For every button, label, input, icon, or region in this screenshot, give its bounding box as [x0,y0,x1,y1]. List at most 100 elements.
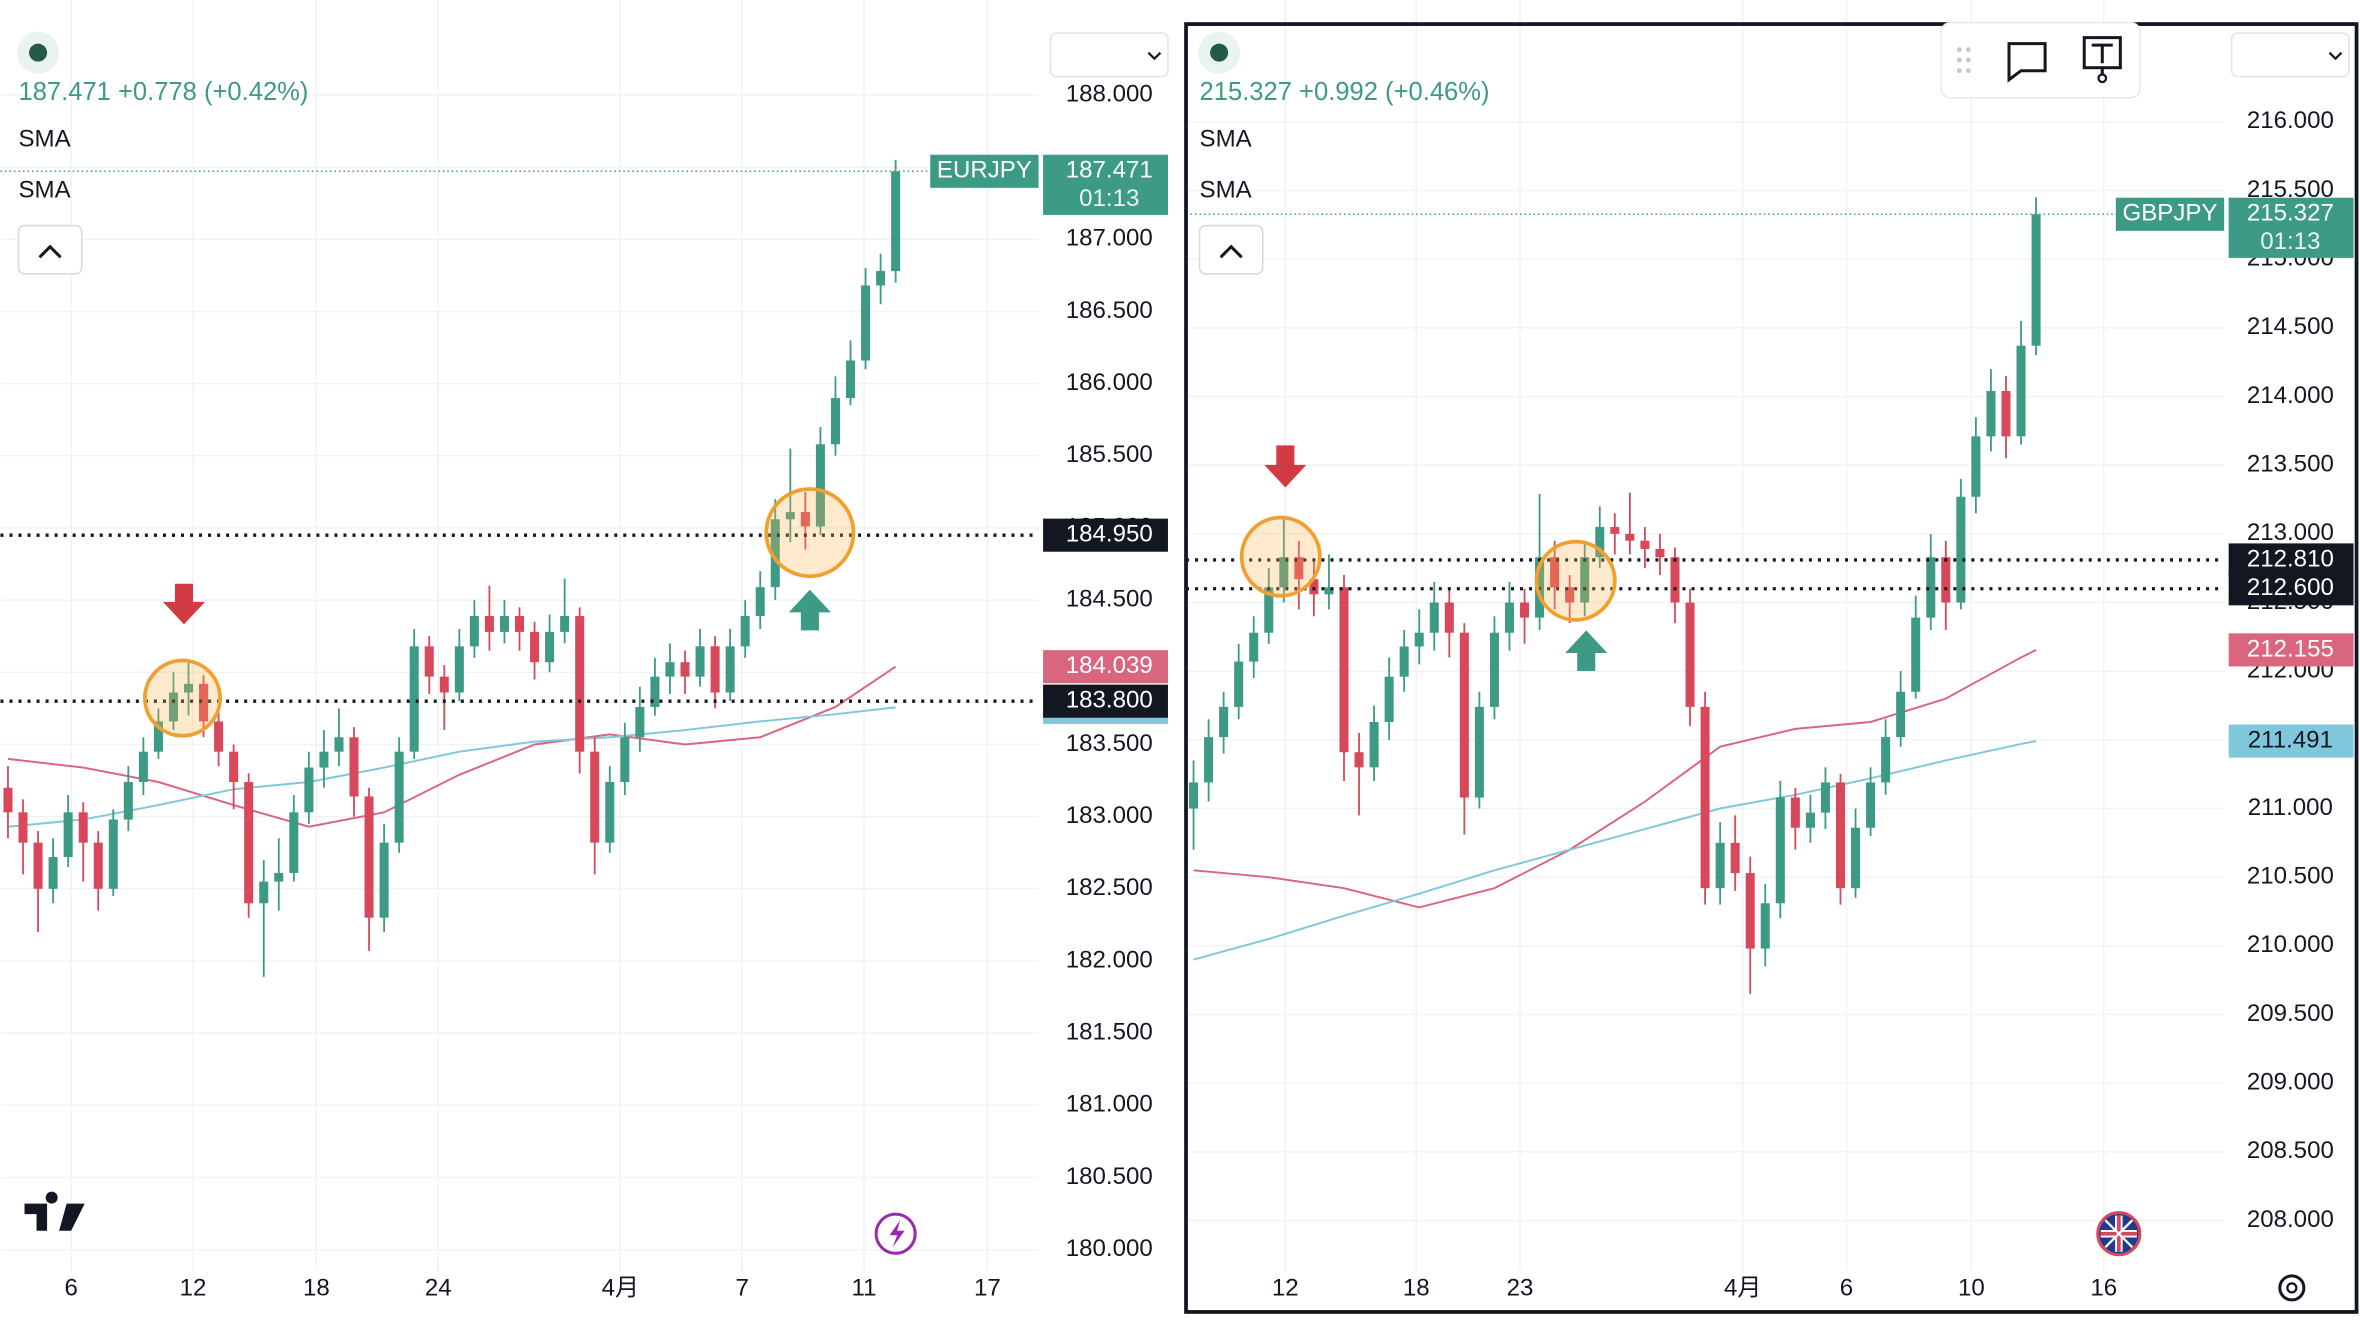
candle-body [770,519,780,588]
candle-body [1339,587,1349,753]
candle-body [1294,557,1304,580]
candle-body [590,751,600,843]
candle-body [379,842,389,918]
legend-label: SMA [1200,176,1252,203]
x-tick-label: 11 [852,1275,877,1302]
candle-body [1234,661,1244,707]
uk-flag-icon [2096,1211,2142,1257]
up-arrow [788,589,831,631]
candle-body [1610,526,1620,534]
y-tick-label: 213.000 [2247,519,2334,546]
x-tick-label: 18 [1403,1275,1430,1302]
chart-panel: 208.000 208.500 209.000 209.500 210.000 210.5… [1186,0,2354,1302]
candle-body [1520,602,1530,618]
candle-body [1565,587,1575,603]
currency-dropdown[interactable] [2230,32,2350,78]
y-tick-label: 214.000 [2247,382,2334,409]
x-tick-label: 17 [974,1275,1001,1302]
x-tick-label: 6 [1840,1275,1853,1302]
candle-body [2001,391,2011,437]
highlight-circle [764,487,856,579]
chart-panel: 180.000 180.500 181.000 181.500 182.000 182.5… [0,0,1168,1302]
hline-tag: 212.600 [2247,574,2334,601]
candle-body [1760,903,1770,949]
x-tick-label: 4月 [602,1275,639,1302]
candle-body [861,285,871,361]
toolbar-panel [1940,21,2141,99]
candle-body [1986,391,1996,437]
divider [1172,0,1185,1327]
candle-body [1204,737,1214,783]
comment-tool[interactable] [2007,42,2047,83]
y-tick-label: 216.000 [2247,107,2334,134]
y-tick-label: 208.000 [2247,1206,2334,1233]
legend-label: SMA [1200,125,1252,152]
symbol-tag: EURJPY [937,157,1032,184]
candle-body [1219,706,1229,738]
hline-tag: 184.950 [1066,521,1153,548]
lightning-icon[interactable] [874,1212,917,1255]
annotation [1239,445,1617,672]
sma-line [1193,649,2037,909]
candle-body [1971,436,1981,497]
candle-body [1550,557,1560,588]
legend-label: SMA [18,125,70,152]
candle-body [1459,632,1469,798]
y-tick-label: 210.000 [2247,931,2334,958]
y-tick-label: 186.500 [1066,297,1153,324]
candle-body [168,692,178,722]
y-tick-label: 214.500 [2247,313,2334,340]
sma-tag: 211.491 [2248,726,2333,753]
x-tick-label: 23 [1507,1275,1534,1302]
collapse-button[interactable] [17,224,83,275]
x-tick-label: 10 [1958,1275,1985,1302]
candle-body [560,616,570,632]
hline-tag: 183.800 [1066,687,1153,714]
candle-body [891,171,901,272]
candle-body [1730,842,1740,874]
candle-body [1790,797,1800,828]
hline-tag-bg [1043,518,1168,552]
y-tick-label: 183.500 [1066,730,1153,757]
candle-body [244,782,254,904]
active-frame [1184,22,2359,1314]
candle-body [394,751,404,843]
hline-tag-bg [2228,572,2354,606]
candle-body [274,872,284,882]
candle-body [1941,557,1951,603]
candle-body [183,683,194,693]
candle-body [695,646,705,677]
drag-handle[interactable] [1956,47,1971,74]
highlight-circle [1239,515,1322,598]
candle-body [424,646,434,677]
quote: 187.471 +0.778 (+0.42%) [18,78,308,106]
sma-tag-bg [1043,650,1168,684]
annotation [142,487,856,738]
candle-body [815,444,825,527]
candle-body [1354,752,1364,768]
candle-body [1926,557,1936,618]
candle-body [259,881,269,904]
candle-body [304,767,314,813]
candle-body [409,646,419,752]
text-tool[interactable] [2082,36,2122,84]
candle-body [1264,587,1274,633]
candle-body [63,812,73,858]
y-tick-label: 211.000 [2248,794,2333,821]
y-tick-label: 184.500 [1066,585,1153,612]
candle-body [1640,540,1650,549]
candle-body [1896,691,1906,738]
sma-line [1193,740,2037,961]
candle-body [78,812,88,843]
hline-tag: 212.810 [2247,545,2334,572]
y-tick-label: 188.000 [1066,80,1153,107]
x-tick-label: 16 [2090,1275,2117,1302]
currency-dropdown[interactable] [1049,32,1169,78]
settings-icon[interactable] [2278,1274,2306,1302]
collapse-button[interactable] [1198,224,1264,275]
y-tick-label: 182.500 [1066,874,1153,901]
candle-body [845,360,856,399]
candle-body [605,782,615,843]
chart-layer: 180.000 180.500 181.000 181.500 182.000 182.5… [0,0,2354,1302]
x-tick-label: 12 [1272,1275,1299,1302]
